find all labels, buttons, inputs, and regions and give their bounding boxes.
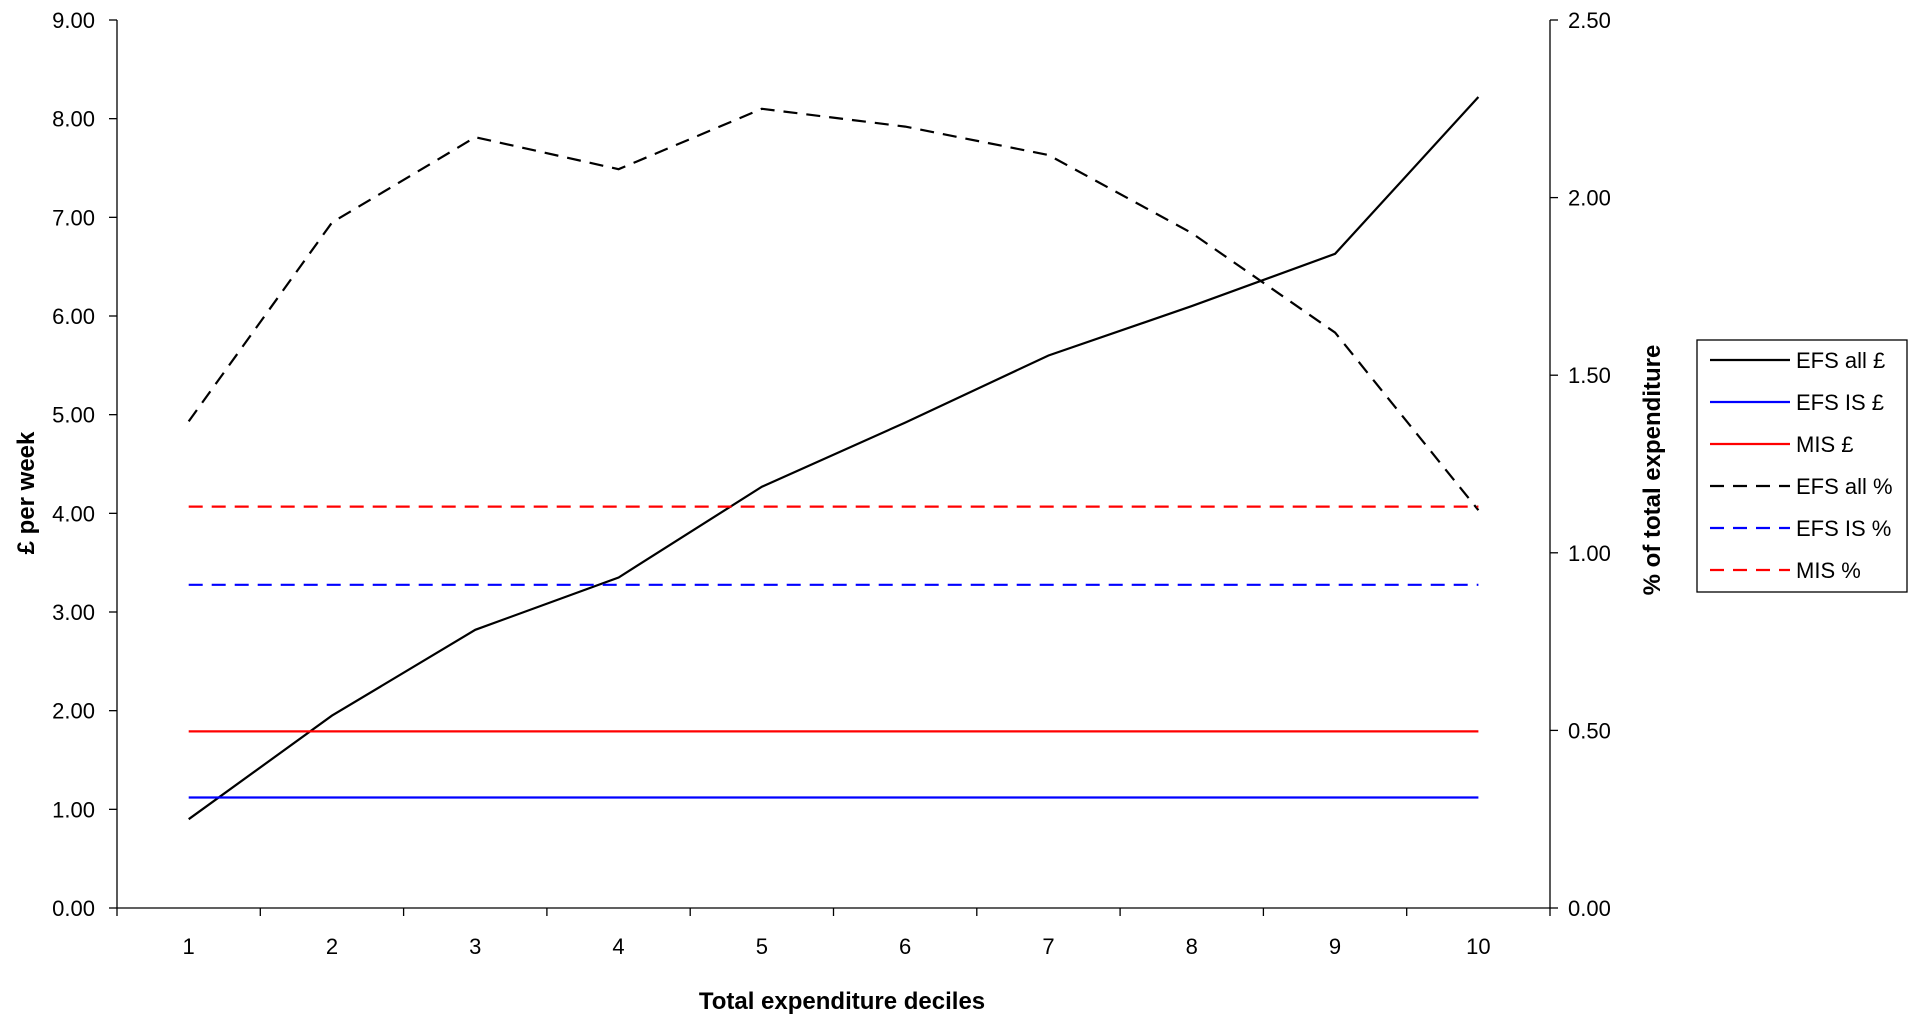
y-left-tick-label: 1.00 [52, 797, 95, 822]
x-tick-label: 5 [756, 934, 768, 959]
y-right-tick-label: 0.00 [1568, 896, 1611, 921]
y-left-tick-label: 5.00 [52, 403, 95, 428]
x-tick-label: 9 [1329, 934, 1341, 959]
y-left-tick-label: 3.00 [52, 600, 95, 625]
y-axis-right-title: % of total expenditure [1639, 345, 1666, 596]
x-axis-title: Total expenditure deciles [699, 988, 985, 1015]
series-line-efs-all-gbp [188, 96, 1480, 821]
x-tick-label: 1 [183, 934, 195, 959]
series-layer [187, 96, 1480, 821]
x-tick-label: 3 [469, 934, 481, 959]
x-tick-label: 7 [1042, 934, 1054, 959]
y-left-tick-label: 8.00 [52, 107, 95, 132]
y-right-tick-label: 1.00 [1568, 541, 1611, 566]
y-right-tick-label: 2.00 [1568, 186, 1611, 211]
legend-box [1696, 339, 1908, 593]
x-tick-label: 8 [1186, 934, 1198, 959]
y-left-tick-label: 4.00 [52, 501, 95, 526]
y-left-tick-label: 2.00 [52, 699, 95, 724]
x-tick-label: 10 [1466, 934, 1490, 959]
y-axis-left-title: £ per week [13, 431, 40, 554]
legend-label-efs-all-gbp: EFS all £ [1796, 348, 1885, 373]
legend-label-efs-is-pct: EFS IS % [1796, 516, 1891, 541]
y-right-tick-label: 2.50 [1568, 8, 1611, 33]
y-right-tick-label: 0.50 [1568, 718, 1611, 743]
legend: EFS all £ EFS IS £ MIS £ EFS all % EFS IS % M… [1696, 339, 1908, 593]
y-left-tick-label: 9.00 [52, 8, 95, 33]
axes-layer: 0.00 1.00 2.00 3.00 4.00 5.00 6.00 7.00 8.00 9.00… [52, 8, 1611, 959]
x-tick-label: 4 [612, 934, 624, 959]
legend-label-efs-all-pct: EFS all % [1796, 474, 1893, 499]
y-left-tick-label: 0.00 [52, 896, 95, 921]
y-left-tick-label: 7.00 [52, 205, 95, 230]
series-line-efs-all-pct [187, 107, 1480, 511]
legend-label-mis-gbp: MIS £ [1796, 432, 1853, 457]
y-left-tick-label: 6.00 [52, 304, 95, 329]
x-tick-label: 2 [326, 934, 338, 959]
x-tick-label: 6 [899, 934, 911, 959]
y-right-tick-label: 1.50 [1568, 363, 1611, 388]
legend-label-mis-pct: MIS % [1796, 558, 1861, 583]
legend-label-efs-is-gbp: EFS IS £ [1796, 390, 1884, 415]
